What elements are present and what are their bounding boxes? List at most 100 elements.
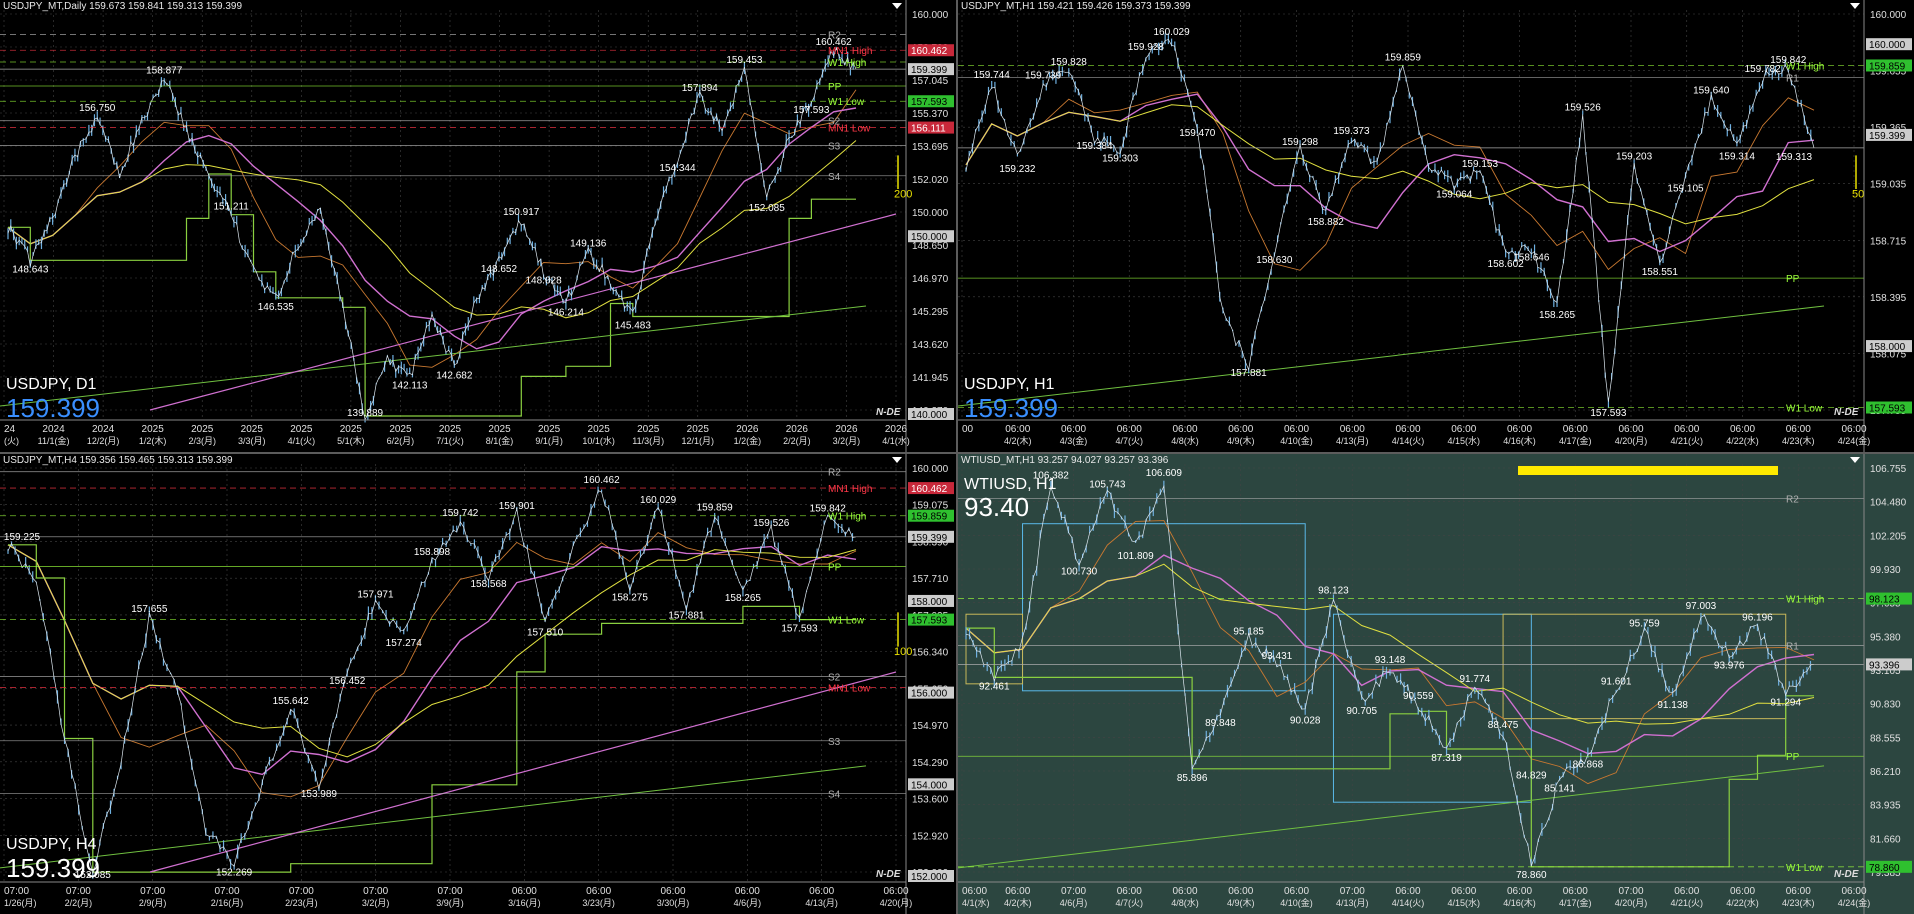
side-label: 50 [1852,188,1864,200]
price-annotation: 93.976 [1714,660,1745,671]
price-axis-label: 86.210 [1870,767,1901,778]
time-axis-label: 2026 [736,424,759,435]
price-axis-label: 152.020 [912,175,949,186]
price-annotation: 159.859 [697,503,734,514]
price-annotation: 158.646 [1513,253,1550,264]
price-axis-label: 154.970 [912,721,949,732]
price-annotation: 159.384 [1076,141,1113,152]
time-axis-label: 06:00 [1786,424,1811,435]
price-annotation: 159.928 [1128,42,1165,53]
time-axis-date: 4/20(月) [1615,898,1648,908]
price-axis-label: 159.075 [912,501,949,512]
price-annotation: 157.894 [682,83,719,94]
time-axis-label: 06:00 [1172,886,1197,897]
time-axis-label: 06:00 [1674,424,1699,435]
price-annotation: 101.809 [1118,551,1155,562]
price-annotation: 157.274 [386,638,423,649]
time-axis-date: 4/8(水) [1171,897,1199,908]
price-tag [908,63,954,76]
time-axis: 00 06:004/2(木)06:004/3(金)06:004/7(火)06:00… [962,424,1870,446]
price-axis-label: 158.390 [912,537,949,548]
price-annotation: 159.373 [1333,126,1370,137]
price-annotation: 160.029 [1153,27,1190,38]
price-chart-wti[interactable]: R2 W1 High R1 PP W1 Low 92.461 106.382 100.730 1… [958,454,1914,914]
price-tag-label: 156.111 [911,124,946,135]
price-annotation: 158.265 [725,593,762,604]
price-tag-label: 157.593 [911,97,948,108]
time-axis-label: 06:00 [1730,886,1755,897]
price-annotation: 91.294 [1770,698,1801,709]
time-axis-label: 06:00 [809,886,834,897]
price-annotation: 154.344 [659,163,696,174]
price-tag [908,95,954,108]
time-axis-date: 4/9(木) [1227,435,1255,446]
time-axis-date: 2/23(月) [285,898,318,908]
price-annotation: 95.185 [1233,626,1264,637]
time-axis-date: 4/9(木) [1227,897,1255,908]
price-annotation: 150.917 [503,207,540,218]
time-axis-date: 7/1(火) [436,436,464,446]
time-axis-date: 4/13(月) [1336,436,1369,446]
time-axis-label: 07:00 [66,886,91,897]
price-tag [1866,340,1912,353]
last-price: 159.399 [964,393,1058,423]
price-annotation: 158.275 [612,592,649,603]
price-axis-label: 158.395 [1870,293,1907,304]
time-axis-date: 5/1(木) [337,435,365,446]
price-annotation: 146.214 [548,308,585,319]
time-axis-label: 06:00 [735,886,760,897]
time-axis-date: 2/3(月) [188,436,216,446]
time-axis-date: 4/6(月) [734,898,762,908]
time-axis-label: 24 [4,424,16,435]
price-annotation: 95.759 [1629,618,1660,629]
indicators [0,532,897,873]
highlight-bar [1518,466,1778,475]
time-axis-label: 07:00 [140,886,165,897]
price-annotations: 156.750 148.643 158.877 151.211 146.535 139.8… [12,37,852,419]
pivot-level-label: PP [1786,274,1800,285]
chart-pane-usdjpy-h4[interactable]: R2 MN1 High W1 High PP W1 Low S2 MN1 Low S3 S4 15… [0,454,956,914]
price-annotation: 158.877 [146,65,183,76]
time-axis-label: 07:00 [1618,886,1643,897]
chart-pane-wtiusd-h1[interactable]: R2 W1 High R1 PP W1 Low 92.461 106.382 100.730 1… [958,454,1914,914]
price-annotation: 93.148 [1375,655,1406,666]
channel-step-line [8,544,856,873]
channel-step-line [8,173,856,417]
price-axis-label: 104.480 [1870,498,1907,509]
price-annotation: 158.265 [1539,310,1576,321]
price-axis-label: 160.000 [912,10,949,21]
price-tag [908,530,954,543]
price-tag-label: 93.396 [1869,660,1900,671]
price-axis-label: 153.600 [912,795,949,806]
time-axis-label: 2025 [191,424,214,435]
price-axis-label: 95.380 [1870,632,1901,643]
time-axis-label: 06:00 [1228,886,1253,897]
pivot-level-label: S3 [828,737,841,748]
price-annotation: 159.828 [1051,57,1088,68]
price-annotation: 158.602 [1488,259,1525,270]
price-tag-label: 157.593 [1869,404,1906,415]
chart-pane-usdjpy-h1[interactable]: W1 High R1 PP W1 Low 159.744 159.232 159.739 15… [958,0,1914,452]
price-tag-label: 158.000 [911,597,948,608]
chart-pane-usdjpy-d1[interactable]: R2 MN1 High W1 High PP W1 Low S2 MN1 Low S3 S4 15… [0,0,956,452]
price-annotation: 159.232 [999,164,1036,175]
time-axis: 24(火)202411/1(金)202412/2(月)20251/2(木)202… [4,424,910,446]
price-annotation: 158.882 [1308,217,1345,228]
price-line [965,38,1815,402]
price-annotation: 151.211 [213,202,249,213]
time-axis-date: 4/1(水) [882,435,910,446]
price-tag-label: 78.860 [1869,863,1900,874]
time-axis-label: 07:00 [437,886,462,897]
price-annotation: 159.453 [726,55,763,66]
pivot-level-label: R2 [828,30,841,41]
moving-average-line [7,544,857,758]
price-annotation: 139.889 [347,408,384,419]
time-axis-date: 4/24(金) [1838,897,1871,908]
price-tag-label: 160.462 [911,46,948,57]
price-annotation: 142.682 [436,370,473,381]
range-box [1332,613,1532,803]
price-annotation: 157.655 [131,604,168,615]
